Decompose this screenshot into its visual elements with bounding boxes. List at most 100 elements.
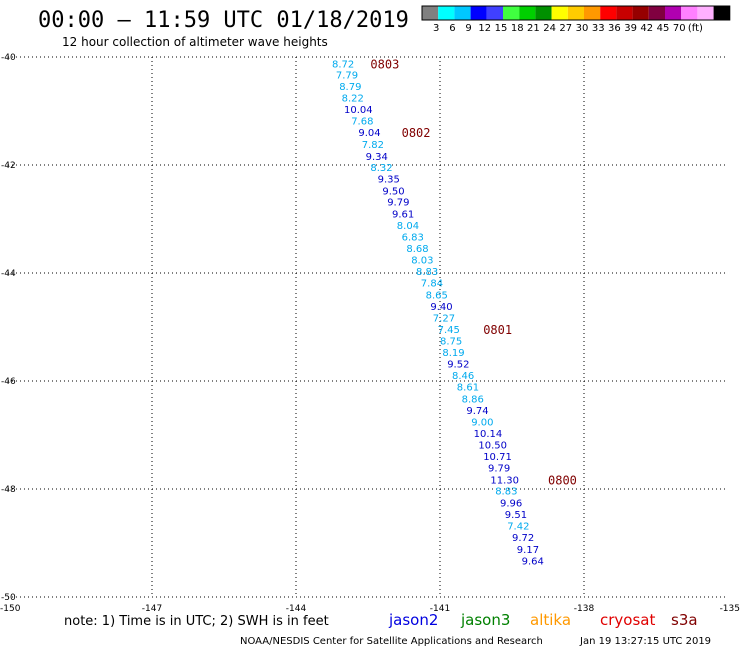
wave-height-label: 7.82 <box>362 140 384 151</box>
wave-height-label: 11.30 <box>490 475 519 486</box>
legend-swatch <box>519 6 536 20</box>
time-label: 0802 <box>402 126 431 140</box>
x-tick-label: -147 <box>142 604 162 614</box>
wave-height-label: 9.61 <box>392 210 414 221</box>
legend-swatch <box>665 6 682 20</box>
y-tick-label: -42 <box>1 161 16 171</box>
data-labels: 8.727.798.798.2210.047.689.047.829.348.3… <box>332 59 544 567</box>
y-tick-label: -44 <box>1 269 16 279</box>
wave-height-label: 8.32 <box>370 163 392 174</box>
wave-height-label: 10.50 <box>478 441 507 452</box>
legend-swatch <box>503 6 520 20</box>
wave-height-label: 8.22 <box>342 94 364 105</box>
time-label: 0800 <box>548 473 577 487</box>
x-tick-label: -135 <box>720 604 740 614</box>
legend-label: 70 <box>673 23 686 34</box>
wave-height-label: 8.46 <box>452 371 474 382</box>
wave-height-label: 9.64 <box>522 556 544 567</box>
wave-height-label: 7.79 <box>336 70 358 81</box>
wave-height-label: 9.79 <box>488 463 510 474</box>
wave-height-label: 9.04 <box>358 128 380 139</box>
legend-swatch <box>438 6 455 20</box>
legend-label: (ft) <box>688 23 703 34</box>
wave-height-label: 10.71 <box>483 452 512 463</box>
note-text: note: 1) Time is in UTC; 2) SWH is in fe… <box>64 614 329 629</box>
wave-height-label: 9.17 <box>517 545 539 556</box>
wave-height-label: 9.34 <box>366 152 388 163</box>
legend-swatch <box>486 6 503 20</box>
legend-label: 12 <box>478 23 491 34</box>
time-label: 0801 <box>483 323 512 337</box>
wave-height-label: 9.40 <box>430 302 452 313</box>
legend-swatch <box>470 6 487 20</box>
satellite-name-jason3: jason3 <box>460 611 510 629</box>
wave-height-label: 8.79 <box>339 82 361 93</box>
legend-swatch <box>648 6 665 20</box>
legend-swatch <box>422 6 439 20</box>
x-tick-label: -138 <box>574 604 595 614</box>
legend-swatch <box>681 6 698 20</box>
y-tick-label: -46 <box>1 377 16 387</box>
color-scale-legend: 3 6 9 12 15 18 21 24 27 30 33 36 39 42 45 70 (ft) <box>421 5 731 34</box>
legend-label: 45 <box>657 23 670 34</box>
legend-label: 42 <box>640 23 653 34</box>
satellite-name-s3a: s3a <box>671 611 698 629</box>
wave-height-label: 10.04 <box>344 105 373 116</box>
wave-height-label: 6.83 <box>402 232 424 243</box>
y-tick-label: -50 <box>1 593 16 603</box>
legend-label: 18 <box>511 23 524 34</box>
axis-tick-labels: -40 -42 -44 -46 -48 -50-150 -147 -144 -141 -138 -1… <box>0 53 740 614</box>
x-tick-label: -150 <box>0 604 21 614</box>
legend-label: 27 <box>559 23 572 34</box>
legend-swatch <box>600 6 617 20</box>
wave-height-label: 8.75 <box>440 337 462 348</box>
legend-swatch <box>584 6 601 20</box>
legend-label: 39 <box>624 23 637 34</box>
legend-swatch <box>535 6 552 20</box>
y-tick-label: -48 <box>1 485 16 495</box>
wave-height-label: 7.27 <box>433 313 455 324</box>
wave-height-label: 7.84 <box>421 279 443 290</box>
x-tick-label: -141 <box>430 604 450 614</box>
wave-height-label: 9.74 <box>466 406 488 417</box>
chart-title: 00:00 – 11:59 UTC 01/18/2019 <box>38 8 409 33</box>
time-label: 0803 <box>370 57 399 71</box>
legend-label: 21 <box>527 23 540 34</box>
satellite-legend: jason2 jason3 altika cryosat s3a <box>388 611 698 629</box>
chart-subtitle: 12 hour collection of altimeter wave hei… <box>62 35 328 49</box>
legend-swatch <box>713 6 730 20</box>
wave-height-label: 9.96 <box>500 499 522 510</box>
x-tick-label: -144 <box>286 604 307 614</box>
wave-height-label: 8.61 <box>457 382 479 393</box>
legend-swatch <box>697 6 714 20</box>
wave-height-label: 8.86 <box>462 394 484 405</box>
wave-height-label: 8.83 <box>495 487 517 498</box>
legend-frame <box>421 5 731 21</box>
legend-label: 36 <box>608 23 621 34</box>
wave-height-label: 9.50 <box>382 186 404 197</box>
wave-height-label: 9.52 <box>447 360 469 371</box>
wave-height-label: 8.04 <box>397 221 419 232</box>
legend-label: 9 <box>465 23 471 34</box>
wave-height-label: 8.72 <box>332 59 354 70</box>
wave-height-label: 9.35 <box>378 175 400 186</box>
legend-label: 3 <box>433 23 439 34</box>
wave-height-label: 9.79 <box>387 198 409 209</box>
wave-height-label: 8.68 <box>406 244 428 255</box>
wave-height-label: 8.19 <box>442 348 464 359</box>
y-tick-label: -40 <box>1 53 16 63</box>
footer-credit: NOAA/NESDIS Center for Satellite Applica… <box>240 636 543 647</box>
legend-label: 6 <box>449 23 455 34</box>
legend-label: 30 <box>576 23 589 34</box>
legend-label: 15 <box>495 23 508 34</box>
satellite-name-altika: altika <box>530 611 571 629</box>
legend-swatch <box>551 6 568 20</box>
wave-height-label: 8.03 <box>411 256 433 267</box>
legend-swatch <box>632 6 649 20</box>
satellite-name-cryosat: cryosat <box>600 611 655 629</box>
wave-height-label: 7.42 <box>507 522 529 533</box>
wave-height-label: 8.83 <box>416 267 438 278</box>
legend-swatch <box>567 6 584 20</box>
wave-height-label: 9.00 <box>471 418 493 429</box>
